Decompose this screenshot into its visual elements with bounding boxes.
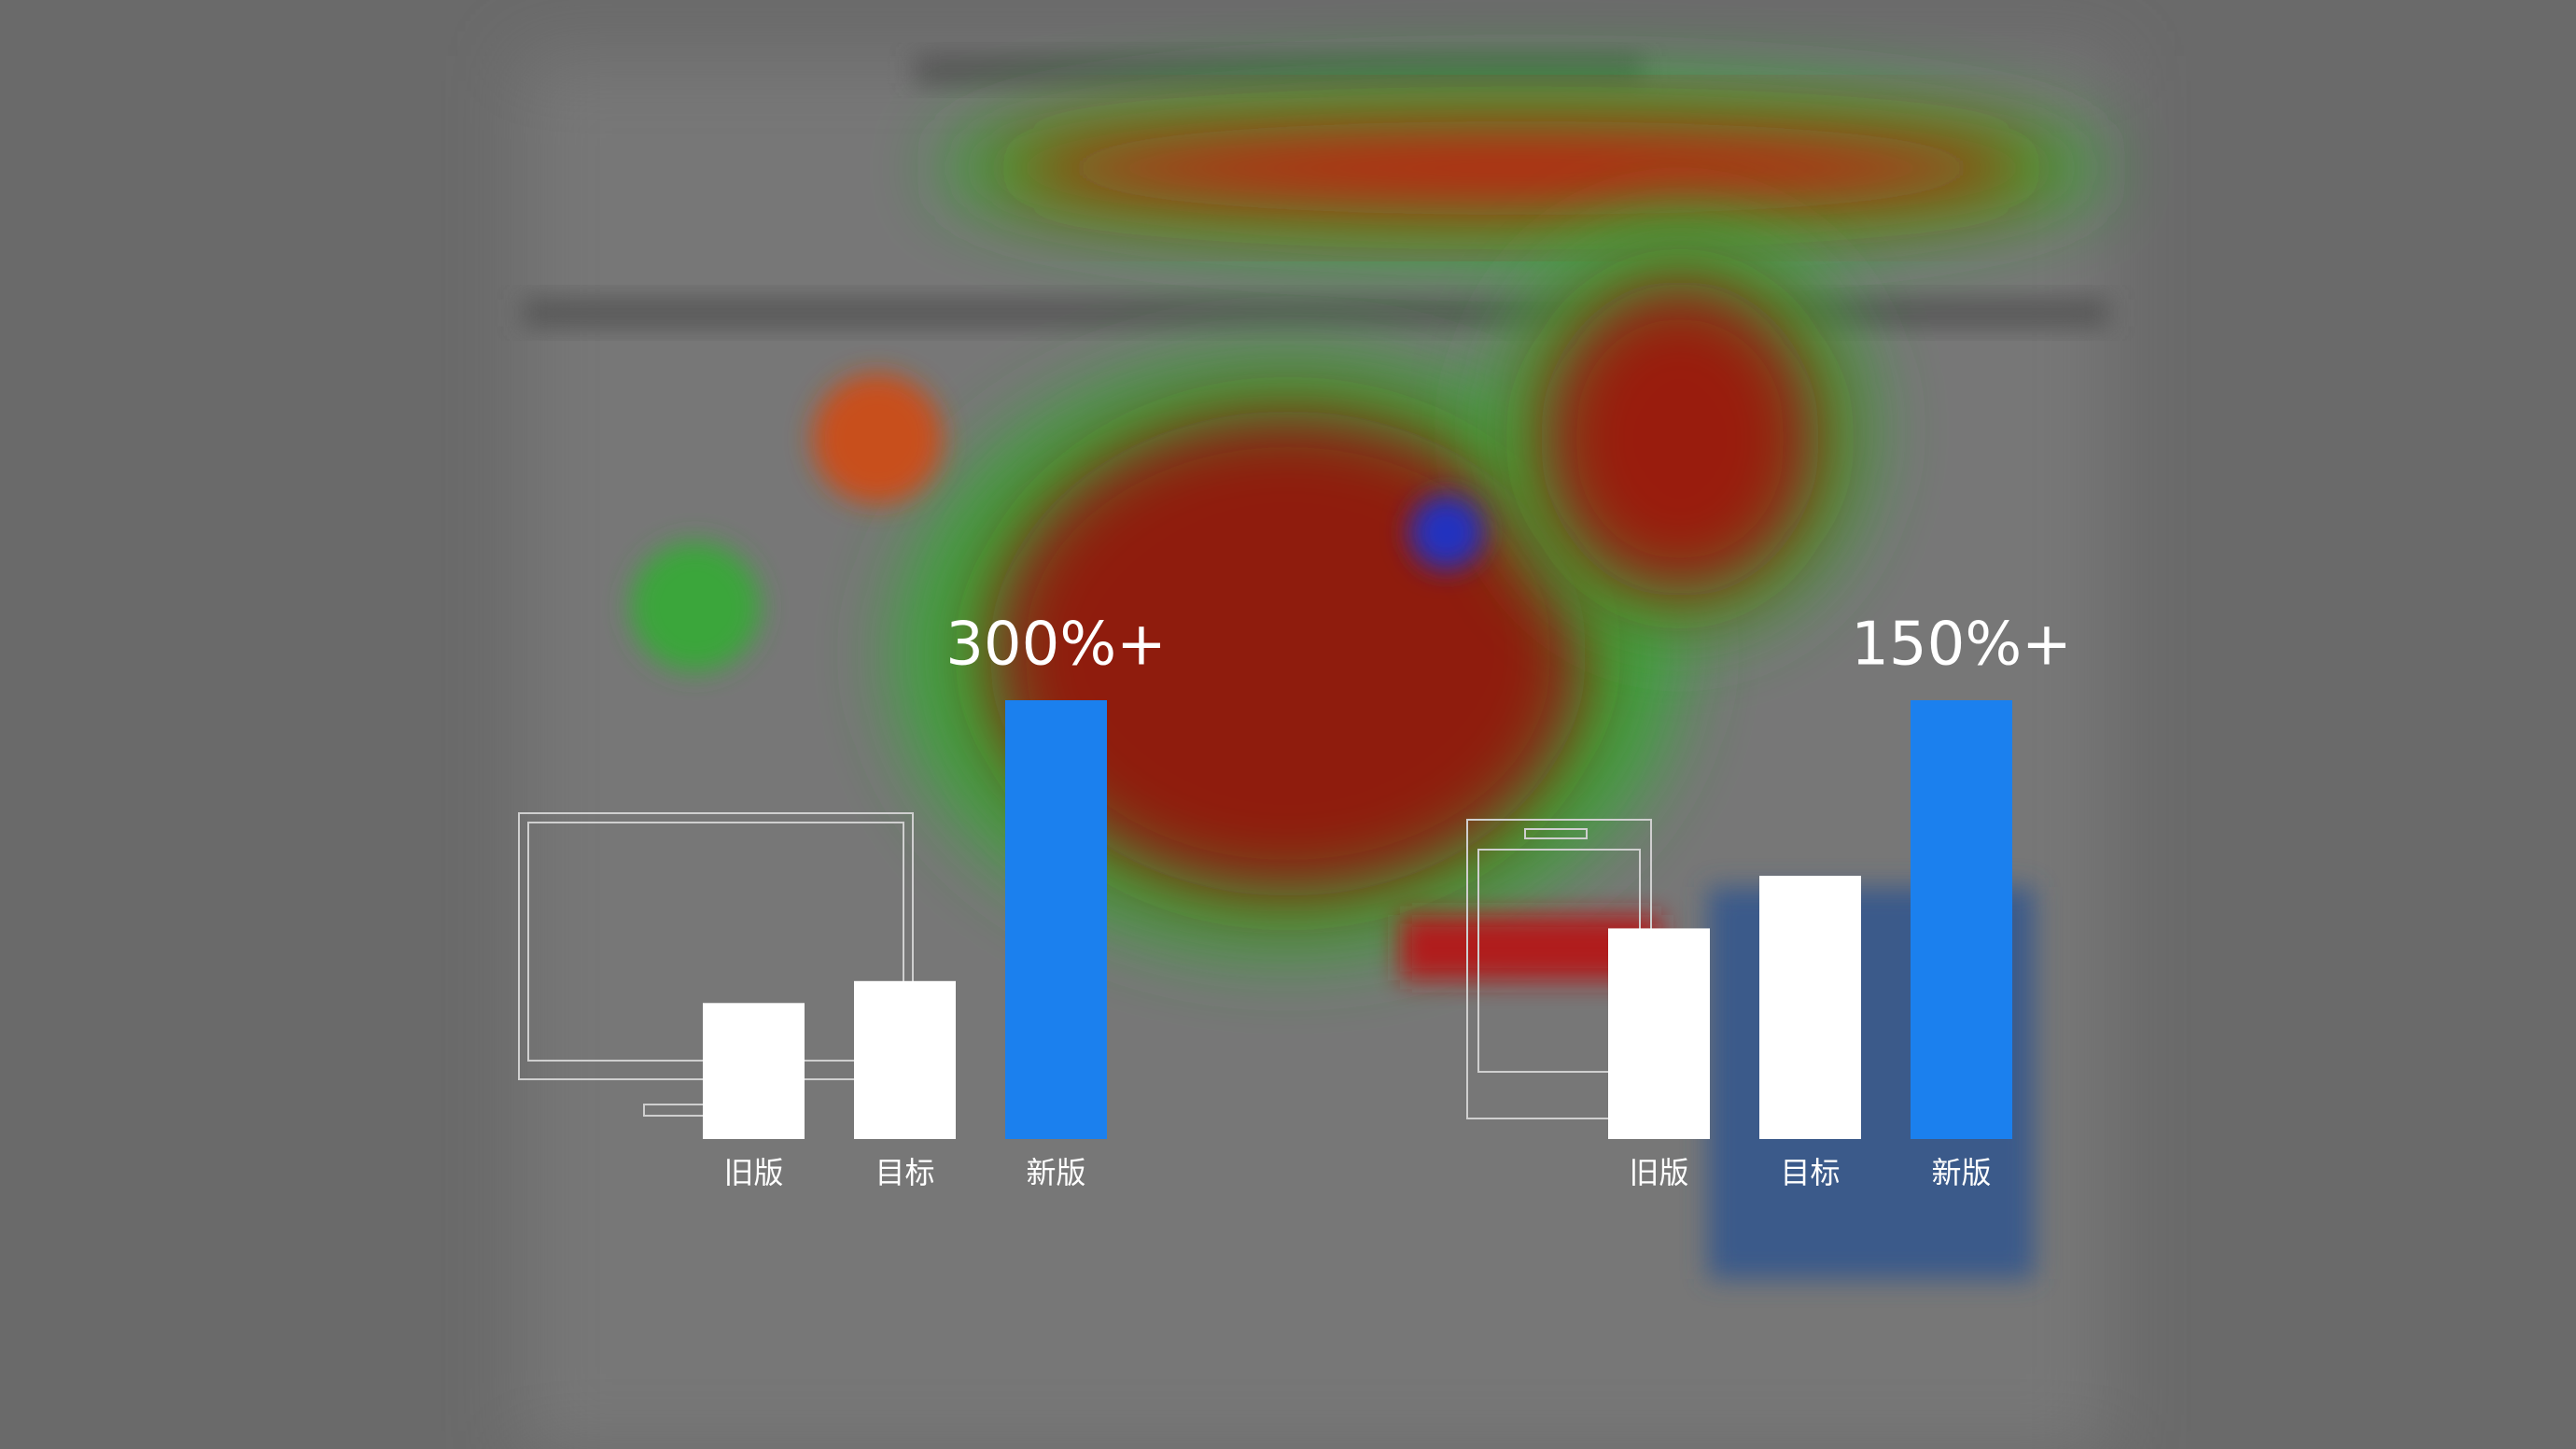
x-tick-label: 新版	[1026, 1155, 1085, 1190]
bar	[1911, 700, 2012, 1139]
x-tick-label: 旧版	[1629, 1155, 1688, 1190]
bar	[1005, 700, 1107, 1139]
annotation: 150%+	[1851, 611, 2072, 680]
bar	[1608, 928, 1710, 1139]
annotation: 300%+	[945, 611, 1167, 680]
bar	[1759, 876, 1861, 1139]
bar	[703, 1003, 805, 1139]
x-tick-label: 新版	[1931, 1155, 1991, 1190]
bar	[854, 980, 956, 1139]
x-tick-label: 旧版	[723, 1155, 783, 1190]
x-tick-label: 目标	[875, 1155, 934, 1190]
x-tick-label: 目标	[1780, 1155, 1840, 1190]
